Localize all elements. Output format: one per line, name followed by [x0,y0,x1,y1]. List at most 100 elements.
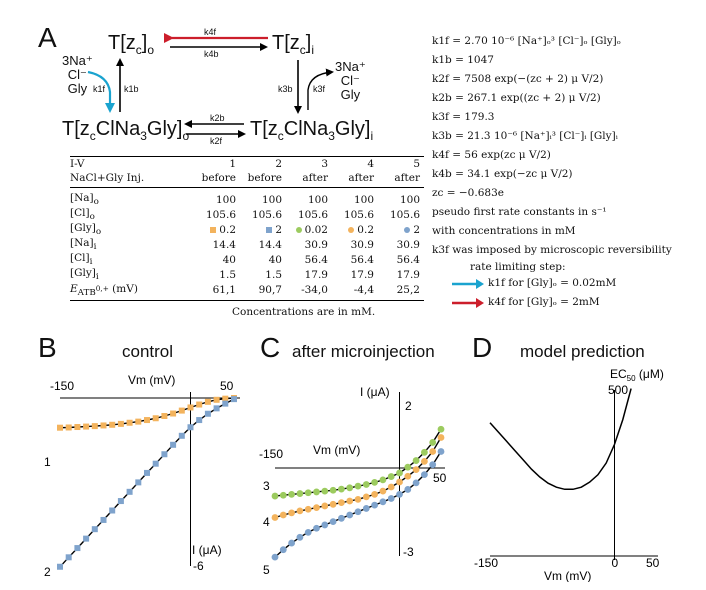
data-point [304,489,312,497]
data-point [100,516,107,523]
data-point [170,441,177,448]
kinetic-scheme-arrows [87,33,334,138]
data-point [338,485,345,493]
panel-b-letter: B [38,332,57,363]
panel-c-title: after microinjection [292,342,435,361]
data-point [271,492,279,500]
ions-right: 3Na⁺ Cl⁻ Gly [335,59,366,102]
data-point [396,491,403,498]
arrow-k1f [87,70,115,113]
data-point [279,511,287,519]
data-point [109,507,116,514]
data-point [196,401,203,408]
data-point [379,476,387,484]
series-label: 4 [263,515,270,529]
x-tick-label: -150 [259,447,283,461]
state-bottom-left: T[zcClNa3Gly]o [62,118,190,143]
data-point [83,423,90,430]
x-tick-label: -150 [474,556,498,570]
data-point [321,487,329,495]
eq-k3f: k3f = 179.3 [432,111,495,123]
data-point [404,463,412,471]
table-footnote: Concentrations are in mM. [232,306,376,318]
data-point [279,546,287,554]
note-concentrations: with concentrations in mM [432,225,576,237]
concentration-table-body: [Na]o 100 100 100 100 100 [Cl]o 105.6 105.6 10… [70,192,424,298]
data-point [83,535,90,542]
data-point [421,448,428,456]
gly-dot-3 [295,226,302,233]
data-point [429,461,437,469]
data-point [117,420,124,427]
chart-after-microinjection: -150 50 Vm (mV) I (μA) 2 -3 3 4 5 [259,385,447,577]
data-point [304,505,312,513]
data-point [161,413,168,419]
data-point [396,478,403,486]
data-point [178,407,185,414]
concentration-table: I-V 1 2 3 4 5 NaCl+Gly Inj. before befor… [70,156,424,301]
data-point [404,472,412,480]
y-tick-label: -6 [193,559,204,573]
data-point [412,479,420,487]
label-k3f: k3f [313,84,326,94]
note-units: pseudo first rate constants in s⁻¹ [432,206,607,218]
data-point [379,487,387,495]
state-top-left: T[zc]o [108,32,155,57]
label-k4f: k4f [204,27,217,37]
data-point [296,507,304,515]
row-e-atb: EATB0,+ (mV) 61,1 90,7 -34,0 -4,4 25,2 [70,282,420,298]
label-k3b: k3b [278,84,293,94]
data-point [354,508,362,516]
y-axis-label: I (μA) [192,543,222,557]
data-point [74,424,81,431]
data-point [437,434,445,441]
data-point [204,410,211,417]
data-point [288,539,295,547]
eq-k2b: k2b = 267.1 exp((zc + 2) μ V/2) [432,92,601,104]
label-k4b: k4b [204,49,219,59]
row-na-o: [Na]o 100 100 100 100 100 [70,192,420,208]
x-tick-label: 0 [612,556,619,570]
eq-k4b: k4b = 34.1 exp(−zc μ V/2) [432,168,573,180]
data-point [187,424,194,431]
data-point [288,509,295,517]
data-point [126,488,133,495]
data-point [57,424,63,431]
label-k2f: k2f [210,136,223,146]
data-point [187,404,194,411]
data-point [144,469,150,476]
data-point [271,553,279,561]
data-point [271,514,279,521]
rate-limiting-title: rate limiting step: [470,261,566,273]
x-tick-label: -150 [50,379,74,393]
data-point [387,483,395,491]
data-point [152,460,159,467]
data-point [346,511,354,519]
data-point [421,471,428,478]
data-point [338,514,345,522]
data-point [321,502,329,510]
eq-k1b: k1b = 1047 [432,54,494,66]
data-point [412,466,420,474]
data-point [117,498,124,505]
ec50-curve [489,388,632,491]
x-axis-label: Vm (mV) [313,443,360,457]
state-top-right: T[zc]i [272,32,315,57]
row-gly-i: [Gly]i 1.5 1.5 17.9 17.9 17.9 [70,267,420,283]
data-point [313,524,320,532]
row-cl-i: [Cl]i 40 40 56.4 56.4 56.4 [70,252,420,268]
data-point [329,486,337,494]
data-point [161,451,168,458]
data-point [231,396,237,403]
data-point [178,432,185,439]
data-point [152,415,159,422]
series-label: 1 [44,455,51,469]
data-point [288,491,295,498]
data-point [144,417,150,424]
eq-k4f: k4f = 56 exp(zc μ V/2) [432,149,551,161]
data-point [404,486,412,493]
panel-b-title: control [122,342,174,361]
data-point [313,488,320,496]
data-point [313,504,320,511]
